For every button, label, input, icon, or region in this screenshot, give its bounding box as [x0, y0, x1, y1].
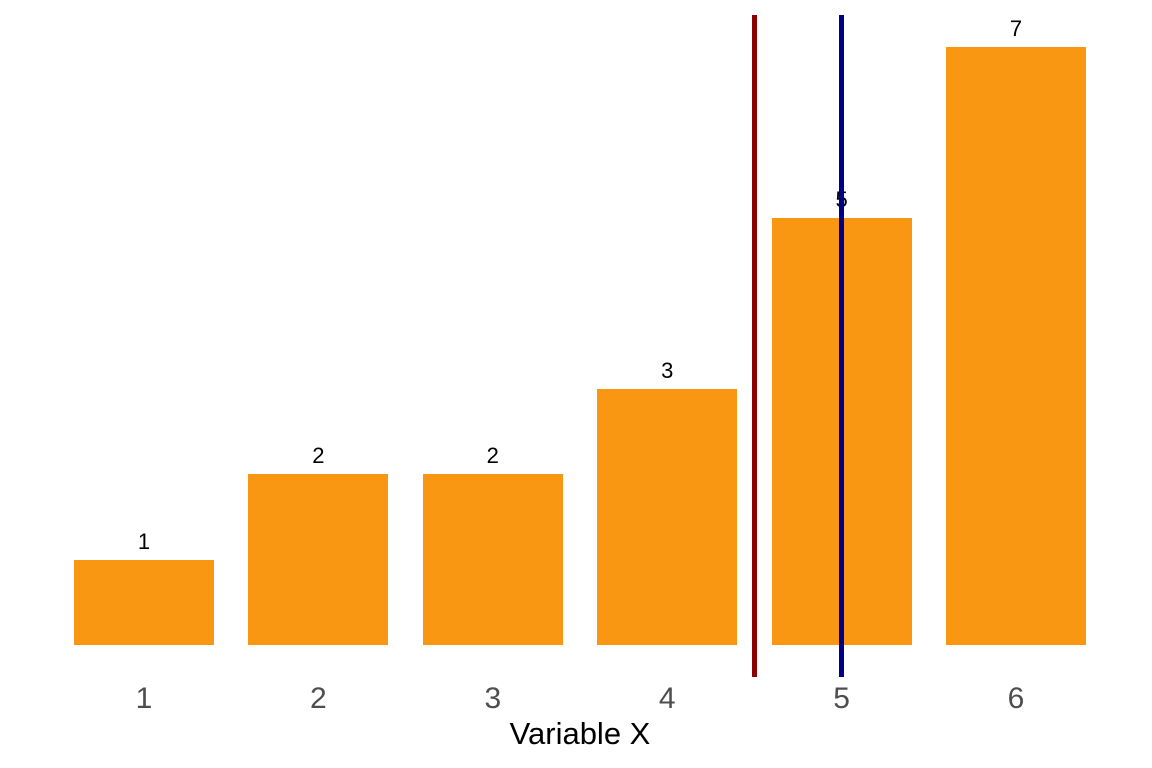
x-axis-title: Variable X [509, 716, 651, 751]
bar [248, 474, 389, 646]
bar [422, 474, 563, 646]
reference-vline [751, 15, 758, 677]
x-tick-label: 1 [135, 682, 153, 715]
bar [597, 388, 738, 646]
bar [946, 46, 1086, 646]
x-tick-label: 3 [484, 682, 502, 715]
bar [74, 559, 214, 646]
bar-value-label: 1 [137, 528, 151, 554]
x-tick-label: 2 [310, 682, 327, 715]
x-tick-label: 5 [833, 682, 850, 715]
bar-value-label: 2 [312, 443, 325, 469]
bar-value-label: 3 [661, 357, 674, 383]
reference-vline [838, 15, 845, 677]
bar-value-label: 7 [1009, 15, 1023, 41]
bar-value-label: 2 [486, 443, 499, 469]
x-tick-label: 4 [658, 682, 676, 715]
x-tick-label: 6 [1007, 682, 1025, 715]
